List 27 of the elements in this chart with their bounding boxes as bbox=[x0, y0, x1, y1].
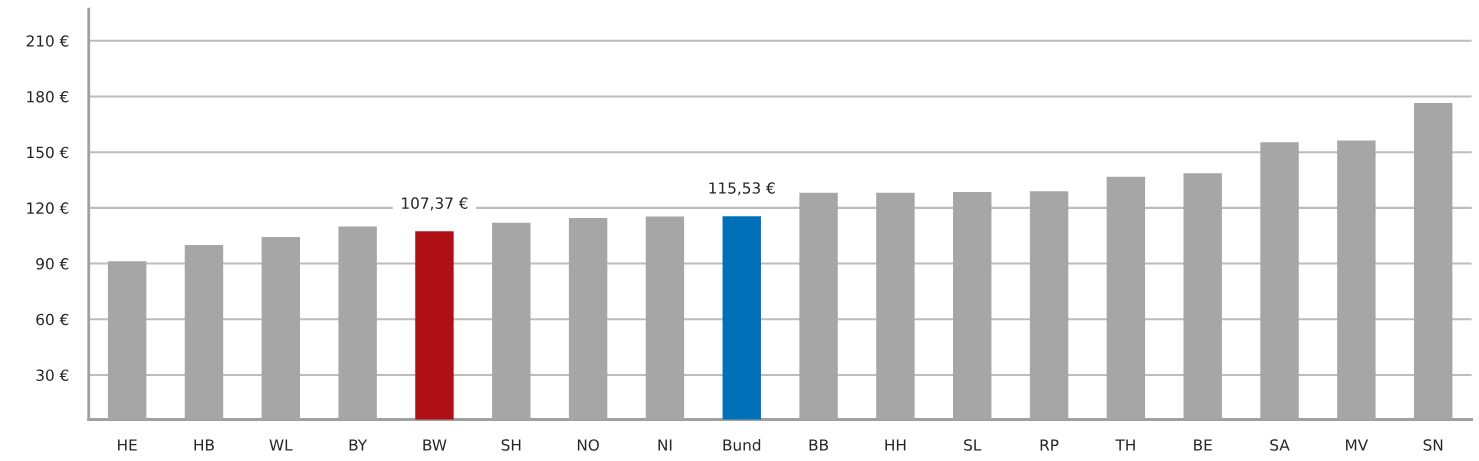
x-tick-label: HH bbox=[885, 439, 906, 451]
data-label: 115,53 € bbox=[709, 182, 775, 196]
x-tick-label: RP bbox=[1040, 439, 1059, 451]
x-tick-label: NO bbox=[577, 439, 599, 451]
x-tick-label: HB bbox=[194, 439, 214, 451]
x-tick-label: MV bbox=[1346, 439, 1369, 451]
x-tick-label: Bund bbox=[723, 438, 761, 451]
y-tick-label: 150 € bbox=[27, 146, 69, 159]
x-tick-label: TH bbox=[1115, 439, 1135, 451]
x-tick-label: BE bbox=[1194, 439, 1212, 451]
y-tick-label: 30 € bbox=[36, 369, 69, 381]
y-tick-label: 120 € bbox=[27, 202, 69, 214]
y-tick-label: 210 € bbox=[26, 35, 69, 47]
x-tick-label: BW bbox=[423, 439, 447, 451]
x-tick-label: NI bbox=[658, 439, 672, 451]
x-tick-label: SA bbox=[1270, 439, 1290, 451]
y-tick-label: 60 € bbox=[36, 313, 69, 326]
x-tick-label: SN bbox=[1423, 439, 1443, 451]
x-tick-label: SL bbox=[964, 439, 982, 451]
data-label: 107,37 € bbox=[402, 197, 468, 211]
y-tick-label: 180 € bbox=[27, 90, 69, 103]
x-tick-label: BB bbox=[809, 439, 828, 451]
y-tick-label: 90 € bbox=[36, 258, 69, 270]
x-tick-label: HE bbox=[118, 439, 137, 451]
x-tick-label: SH bbox=[501, 439, 521, 451]
x-tick-label: BY bbox=[349, 439, 368, 451]
x-tick-label: WL bbox=[269, 439, 293, 451]
